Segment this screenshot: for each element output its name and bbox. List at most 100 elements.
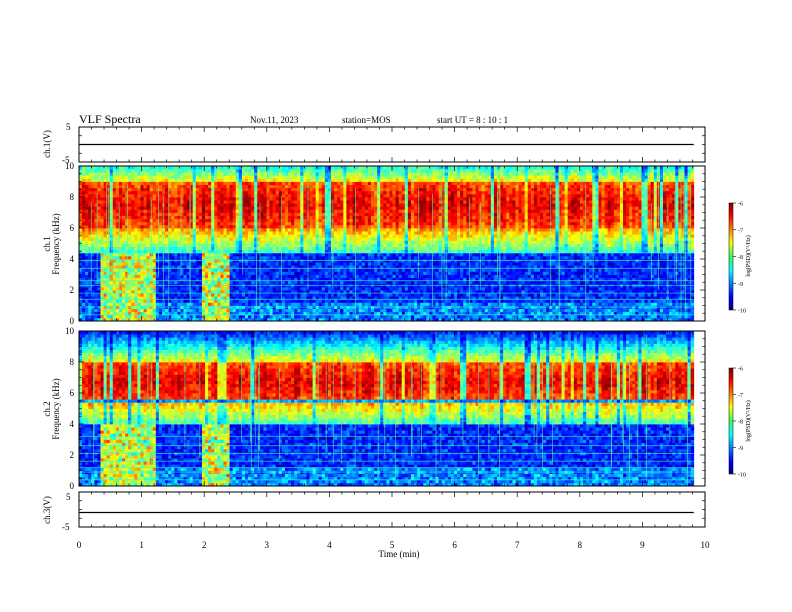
spectrogram-cell	[109, 175, 114, 179]
spectrogram-cell	[192, 302, 197, 306]
spectrogram-cell	[128, 277, 132, 282]
spectrogram-cell	[208, 221, 212, 226]
spectrogram-cell	[180, 255, 184, 260]
spectrogram-cell	[300, 228, 304, 232]
spectrogram-cell	[161, 237, 166, 241]
spectrogram-cell	[367, 274, 372, 278]
spectrogram-cell	[327, 175, 332, 179]
spectrogram-cell	[223, 193, 227, 198]
spectrogram-cell	[143, 302, 148, 306]
spectrogram-cell	[269, 175, 274, 179]
spectrogram-cell	[281, 200, 286, 204]
spectrogram-cell	[291, 200, 295, 204]
spectrogram-cell	[125, 190, 129, 195]
spectrogram-cell	[155, 218, 160, 223]
spectrogram-cell	[297, 293, 301, 297]
spectrogram-cell	[300, 268, 304, 272]
spectrogram-cell	[143, 215, 148, 220]
spectrogram-cell	[321, 209, 326, 213]
spectrogram-cell	[340, 190, 344, 195]
spectrogram-cell	[300, 314, 304, 319]
spectrogram-cell	[244, 200, 249, 204]
spectrogram-cell	[241, 317, 246, 322]
spectrogram-cell	[300, 181, 304, 185]
spectrogram-cell	[195, 178, 200, 182]
spectrogram-cell	[174, 293, 178, 297]
spectrogram-cell	[140, 203, 144, 207]
spectrogram-cell	[266, 252, 270, 257]
spectrogram-cell	[128, 184, 132, 189]
spectrogram-cell	[337, 277, 341, 282]
spectrogram-cell	[201, 296, 206, 300]
spectrogram-cell	[334, 209, 338, 213]
spectrogram-cell	[211, 166, 215, 170]
spectrogram-cell	[257, 224, 261, 229]
spectrogram-cell	[340, 240, 344, 244]
spectrogram-cell	[352, 181, 357, 185]
spectrogram-cell	[226, 268, 231, 272]
spectrogram-cell	[192, 277, 197, 282]
spectrogram-cell	[214, 290, 218, 294]
spectrogram-cell	[324, 187, 329, 192]
spectrogram-cell	[340, 262, 344, 266]
spectrogram-cell	[220, 221, 224, 226]
spectrogram-cell	[334, 172, 338, 176]
spectrogram-cell	[177, 175, 181, 179]
spectrogram-cell	[300, 209, 304, 213]
spectrogram-cell	[355, 243, 360, 247]
spectrogram-cell	[109, 178, 114, 182]
spectrogram-cell	[223, 228, 227, 232]
spectrogram-cell	[217, 193, 221, 198]
spectrogram-cell	[238, 296, 243, 300]
spectrogram-cell	[266, 308, 270, 313]
spectrogram-cell	[88, 197, 92, 201]
spectrogram-cell	[189, 187, 194, 192]
spectrogram-cell	[288, 311, 292, 316]
spectrogram-cell	[349, 243, 353, 247]
spectrogram-cell	[88, 308, 92, 313]
spectrogram-cell	[186, 271, 191, 275]
spectrogram-cell	[180, 293, 184, 297]
spectrogram-cell	[294, 178, 298, 182]
spectrogram-cell	[205, 206, 209, 210]
spectrogram-cell	[303, 228, 307, 232]
spectrogram-cell	[220, 299, 224, 303]
spectrogram-cell	[309, 271, 313, 275]
spectrogram-cell	[183, 265, 187, 269]
spectrogram-cell	[284, 166, 289, 170]
spectrogram-cell	[112, 268, 117, 272]
spectrogram-cell	[91, 290, 95, 294]
spectrogram-cell	[272, 262, 277, 266]
spectrogram-cell	[334, 190, 338, 195]
spectrogram-cell	[146, 212, 151, 216]
spectrogram-cell	[300, 234, 304, 238]
spectrogram-cell	[315, 262, 320, 266]
spectrogram-cell	[183, 237, 187, 241]
spectrogram-cell	[134, 314, 138, 319]
spectrogram-cell	[88, 277, 92, 282]
spectrogram-cell	[223, 296, 227, 300]
spectrogram-cell	[201, 206, 206, 210]
spectrogram-cell	[361, 237, 366, 241]
spectrogram-cell	[257, 249, 261, 254]
spectrogram-cell	[337, 209, 341, 213]
spectrogram-cell	[152, 308, 157, 313]
spectrogram-cell	[103, 296, 108, 300]
spectrogram-cell	[364, 206, 369, 210]
spectrogram-cell	[374, 206, 378, 210]
spectrogram-cell	[349, 277, 353, 282]
spectrogram-cell	[88, 314, 92, 319]
spectrogram-cell	[291, 221, 295, 226]
spectrogram-cell	[318, 277, 323, 282]
spectrogram-cell	[115, 197, 120, 201]
spectrogram-cell	[180, 277, 184, 282]
spectrogram-cell	[165, 290, 169, 294]
spectrogram-cell	[118, 296, 123, 300]
spectrogram-cell	[266, 302, 270, 306]
spectrogram-cell	[229, 249, 234, 254]
spectrogram-cell	[88, 228, 92, 232]
spectrogram-cell	[174, 240, 178, 244]
spectrogram-cell	[315, 234, 320, 238]
spectrogram-cell	[143, 203, 148, 207]
spectrogram-cell	[232, 200, 237, 204]
